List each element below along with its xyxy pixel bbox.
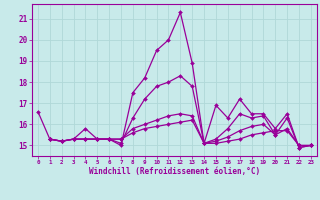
X-axis label: Windchill (Refroidissement éolien,°C): Windchill (Refroidissement éolien,°C): [89, 167, 260, 176]
